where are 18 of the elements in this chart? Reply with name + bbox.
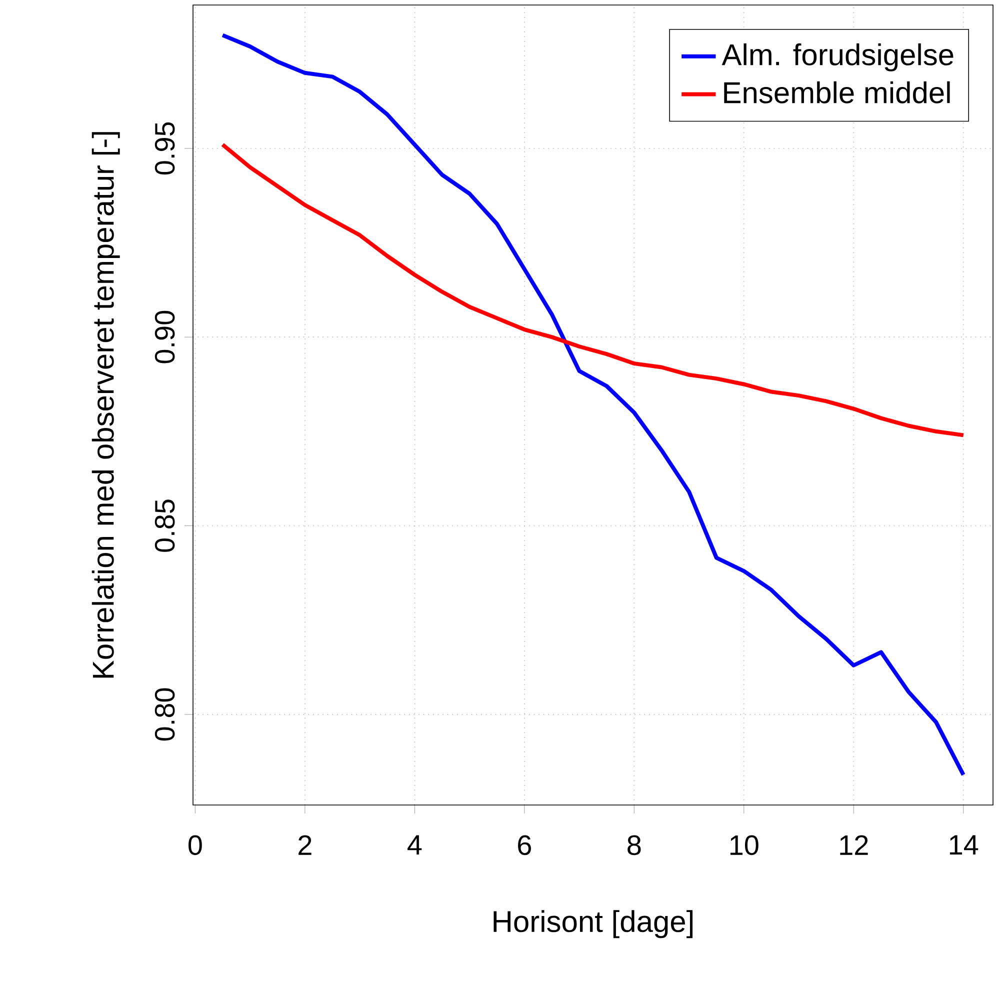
x-tick-label: 14 (950, 835, 978, 855)
line-series (220, 33, 966, 777)
legend-label: Alm. forudsigelse (722, 43, 954, 72)
y-tick-label: 0.85 (154, 500, 175, 552)
y-axis-title: Korrelation med observeret temperatur [-] (92, 132, 120, 678)
x-tick-label: 2 (298, 835, 312, 855)
y-tick-label: 0.90 (154, 310, 175, 364)
x-tick-label: 10 (730, 835, 758, 856)
x-tick-label: 6 (518, 835, 531, 856)
x-axis-title: Horisont [dage] (494, 910, 693, 938)
y-tick-label: 0.95 (154, 122, 175, 175)
x-tick-label: 8 (628, 835, 641, 856)
x-tick-label: 0 (188, 835, 202, 856)
line-series (220, 142, 966, 438)
x-tick-label: 4 (408, 835, 422, 855)
legend-label: Ensemble middel (724, 81, 950, 104)
x-tick-label: 12 (840, 835, 868, 855)
y-tick-label: 0.80 (154, 688, 175, 741)
